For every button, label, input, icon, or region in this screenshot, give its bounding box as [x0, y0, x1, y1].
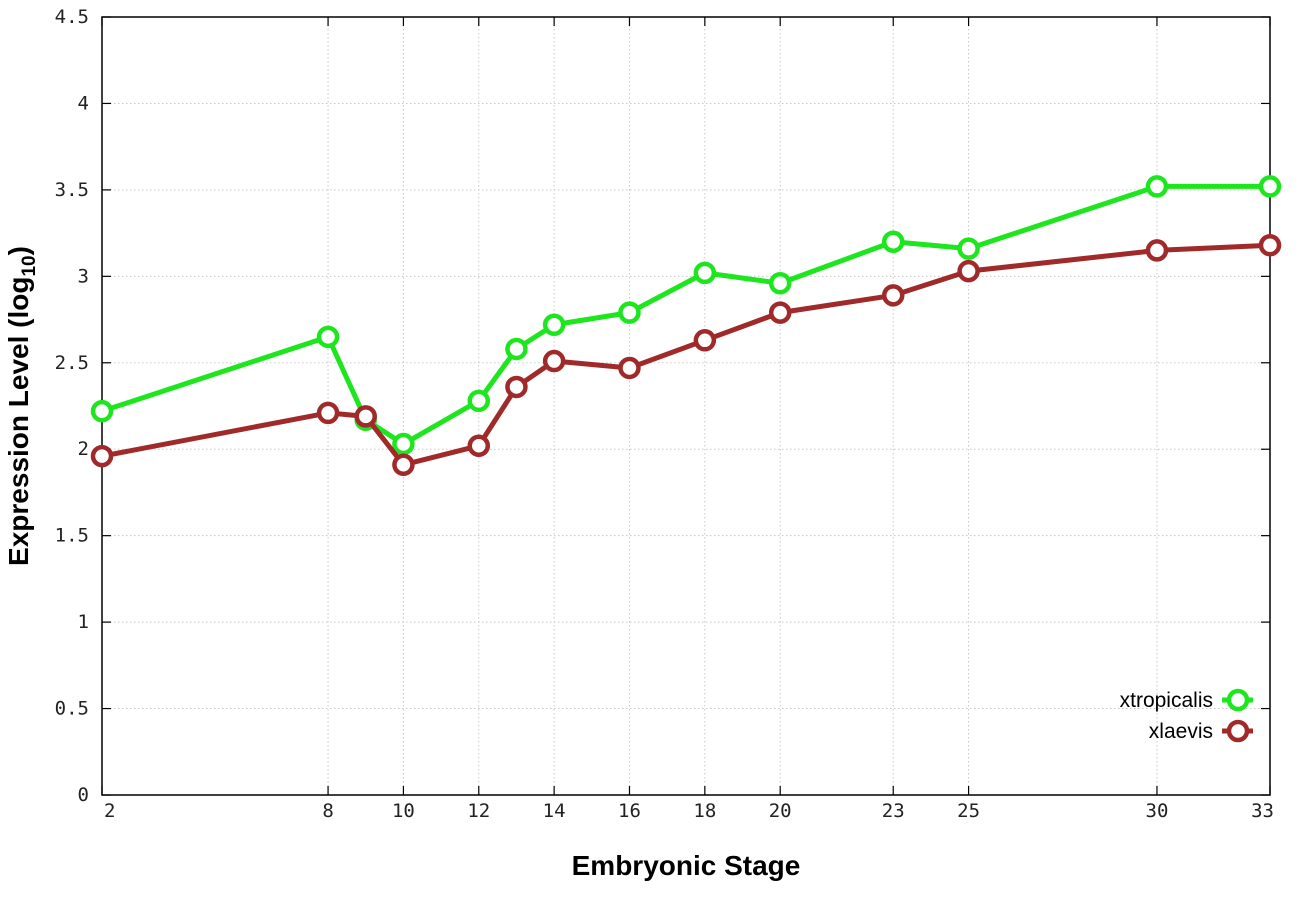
axis-ticks: [101, 16, 1271, 796]
x-tick-label: 2: [104, 800, 115, 822]
data-point-xtropicalis: [542, 313, 566, 336]
x-tick-label: 10: [392, 800, 415, 822]
x-tick-label: 33: [1251, 800, 1274, 822]
data-point-xlaevis: [505, 375, 528, 399]
data-point-xlaevis: [1258, 233, 1282, 257]
y-axis-title-subscript: 10: [19, 255, 40, 276]
data-point-xlaevis: [957, 259, 980, 283]
x-tick-label: 18: [693, 800, 716, 822]
data-point-xlaevis: [1145, 239, 1169, 262]
y-tick-label: 0: [78, 784, 89, 806]
y-tick-labels: 0 0.5 1 1.5 2 2.5 3 3.5 4 4.5: [55, 6, 89, 806]
data-point-xlaevis: [693, 329, 717, 352]
x-tick-label: 16: [618, 800, 641, 822]
y-tick-label: 4: [78, 92, 89, 114]
legend-marker-xtropicalis: [1226, 688, 1250, 712]
data-point-xtropicalis: [957, 237, 980, 260]
series-line-xtropicalis: [101, 183, 1270, 447]
x-tick-label: 20: [769, 800, 792, 822]
data-point-xtropicalis: [316, 325, 340, 349]
legend: xtropicalis xlaevis: [1120, 688, 1253, 743]
data-point-xtropicalis: [693, 261, 717, 285]
x-tick-label: 25: [957, 800, 980, 822]
data-point-xtropicalis: [1145, 175, 1169, 198]
data-point-xlaevis: [618, 356, 641, 380]
data-point-xtropicalis: [881, 230, 905, 254]
y-axis-title-close: ): [3, 246, 34, 255]
series-xtropicalis: [90, 175, 1282, 456]
y-axis-title-main: Expression Level (log: [3, 277, 34, 566]
x-tick-labels: 2 8 10 12 14 16 18 20 23 25 30 33: [104, 800, 1274, 822]
data-point-xtropicalis: [618, 301, 641, 324]
data-point-xlaevis: [90, 444, 114, 468]
y-tick-label: 0.5: [55, 698, 89, 720]
data-point-xtropicalis: [90, 399, 114, 423]
grid-lines: [102, 17, 1270, 795]
y-tick-label: 2: [78, 438, 89, 460]
plot-frame: [101, 16, 1271, 796]
data-point-xlaevis: [392, 453, 415, 477]
data-point-xlaevis: [467, 434, 491, 458]
data-point-xlaevis: [881, 284, 905, 307]
legend-label-xtropicalis: xtropicalis: [1120, 689, 1213, 712]
x-tick-label: 12: [467, 800, 490, 822]
y-tick-label: 3: [78, 265, 89, 287]
data-point-xtropicalis: [1258, 175, 1282, 198]
x-tick-label: 30: [1146, 800, 1169, 822]
data-point-xtropicalis: [392, 432, 415, 456]
data-point-xlaevis: [316, 401, 340, 425]
y-axis-title: Expression Level (log10): [3, 246, 40, 566]
y-tick-label: 1: [78, 611, 89, 633]
data-point-xlaevis: [354, 405, 377, 428]
legend-marker-xlaevis: [1226, 719, 1250, 743]
series-xlaevis: [90, 233, 1282, 477]
y-tick-label: 1.5: [55, 525, 89, 547]
x-tick-label: 23: [882, 800, 905, 822]
y-tick-label: 4.5: [55, 6, 89, 28]
y-tick-label: 3.5: [55, 179, 89, 201]
data-point-xlaevis: [542, 349, 566, 373]
data-point-xtropicalis: [467, 389, 491, 413]
x-axis-title: Embryonic Stage: [572, 850, 801, 881]
x-tick-label: 8: [322, 800, 333, 822]
data-point-xtropicalis: [768, 271, 792, 295]
data-point-xlaevis: [768, 301, 792, 324]
y-tick-label: 2.5: [55, 352, 89, 374]
legend-label-xlaevis: xlaevis: [1149, 720, 1213, 743]
series-layer: [90, 175, 1282, 477]
data-point-xtropicalis: [505, 337, 528, 361]
x-tick-label: 14: [543, 800, 566, 822]
